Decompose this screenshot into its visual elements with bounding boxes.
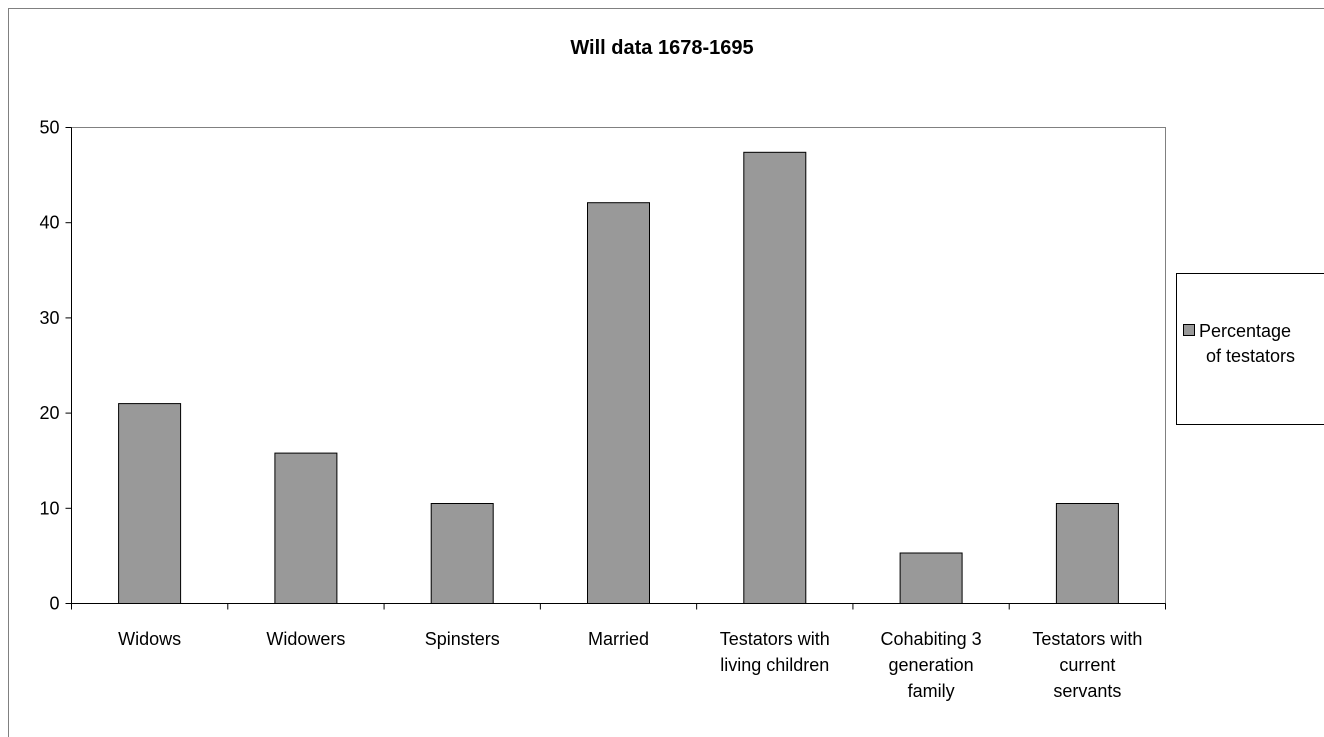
legend-label-line-2: of testators [1206, 346, 1295, 366]
legend-label-line-1: Percentage [1199, 321, 1291, 341]
x-tick-label-7: Testators with current servants [1032, 629, 1142, 701]
bar-6 [899, 552, 963, 604]
y-tick-label: 30 [39, 308, 59, 328]
y-tick-label: 0 [49, 594, 59, 614]
bar-3 [430, 503, 494, 604]
legend-swatch [1183, 324, 1195, 336]
x-tick-label-5: Testators with living children [720, 629, 830, 675]
legend-box [1176, 273, 1324, 425]
bar-2 [274, 452, 338, 604]
bar-7 [1055, 503, 1119, 604]
x-tick-label-line: living children [720, 655, 829, 675]
x-tick-label-line: Widowers [266, 629, 345, 649]
x-tick-label-line: Spinsters [425, 629, 500, 649]
x-tick-label-2: Widowers [266, 629, 345, 649]
bar-5 [743, 151, 807, 605]
legend: Percentage of testators [1176, 273, 1324, 425]
x-tick-label-line: Testators with [720, 629, 830, 649]
y-tick-label: 20 [39, 403, 59, 423]
bar-4 [587, 202, 650, 604]
x-tick-label-line: Testators with [1032, 629, 1142, 649]
x-tick-label-6: Cohabiting 3 generation family [881, 629, 982, 701]
chart-title: Will data 1678-1695 [570, 37, 753, 59]
y-tick-label: 50 [39, 118, 59, 138]
x-tick-label-line: family [908, 681, 955, 701]
x-tick-label-line: Married [588, 629, 649, 649]
x-label-group: Widows Widowers Spinsters Married Testators … [118, 629, 1142, 701]
x-tick-label-4: Married [588, 629, 649, 649]
x-tick-label-line: Widows [118, 629, 181, 649]
y-tick-label: 10 [39, 498, 59, 518]
x-tick-label-line: Cohabiting 3 [881, 629, 982, 649]
y-tick-label: 40 [39, 213, 59, 233]
bars-group [118, 151, 1119, 605]
y-tick-group: 0 10 20 30 40 50 [39, 118, 72, 614]
bar-1 [118, 403, 182, 604]
x-tick-label-line: current [1059, 655, 1115, 675]
x-tick-label-line: servants [1053, 681, 1121, 701]
x-tick-label-1: Widows [118, 629, 181, 649]
axes-group [71, 127, 1166, 610]
x-tick-label-3: Spinsters [425, 629, 500, 649]
x-tick-label-line: generation [889, 655, 974, 675]
